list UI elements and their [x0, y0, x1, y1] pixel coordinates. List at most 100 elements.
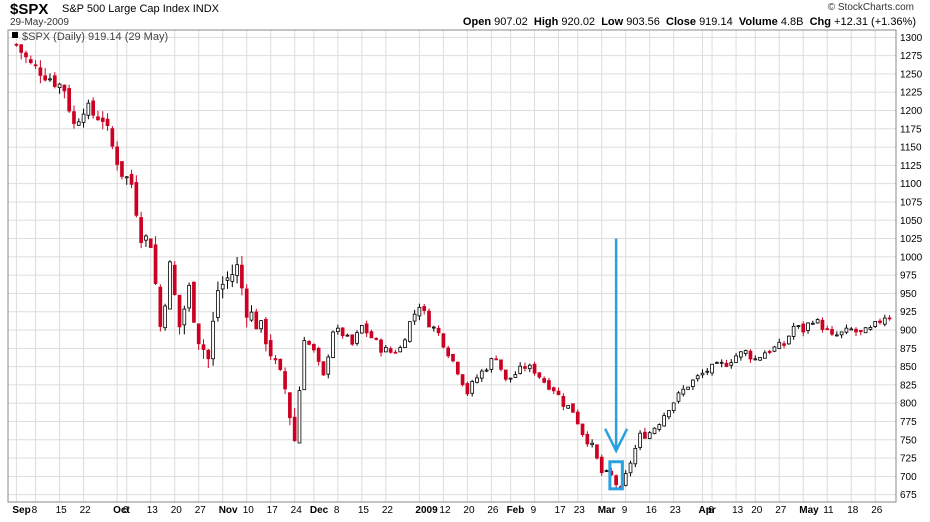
candle-body: [350, 334, 355, 345]
candle-body: [633, 448, 638, 465]
candle-body: [187, 284, 191, 309]
candle-body: [595, 444, 599, 459]
candle-body: [249, 311, 254, 321]
x-tick-label: 9: [531, 505, 537, 516]
candle-body: [830, 329, 834, 335]
candle-body: [206, 349, 211, 360]
candle-body: [422, 306, 427, 311]
y-tick-label: 1175: [900, 124, 922, 135]
candle-body: [182, 308, 187, 326]
y-tick-label: 1200: [900, 106, 923, 117]
candle-body: [657, 424, 662, 430]
candle-body: [868, 327, 873, 330]
x-tick-label: 27: [195, 505, 207, 516]
candle-body: [139, 217, 143, 243]
candle-body: [110, 128, 115, 147]
candle-body: [431, 326, 436, 329]
candle-body: [158, 286, 163, 327]
x-tick-label: 12: [439, 505, 451, 516]
candle-body: [417, 306, 422, 317]
candle-body: [647, 432, 652, 439]
candle-body: [796, 325, 801, 328]
y-tick-label: 700: [900, 472, 917, 483]
candle-body: [24, 52, 28, 58]
candles: [14, 43, 892, 489]
candle-body: [551, 387, 556, 392]
candle-body: [81, 113, 86, 123]
candle-body: [547, 380, 551, 390]
y-tick-label: 1225: [900, 88, 923, 99]
candle-body: [556, 390, 561, 396]
candle-body: [451, 353, 455, 362]
candle-body: [48, 78, 52, 81]
candle-body: [806, 322, 810, 331]
candle-body: [268, 340, 273, 357]
candle-body: [763, 352, 767, 359]
volume-label: Volume: [738, 16, 778, 28]
candle-body: [153, 244, 158, 284]
candle-body: [532, 363, 537, 374]
index-full-name: S&P 500 Large Cap Index: [62, 3, 190, 15]
candle-body: [614, 475, 618, 486]
x-tick-label: 16: [646, 505, 658, 516]
candle-body: [412, 313, 417, 322]
x-tick-label: 26: [871, 505, 883, 516]
candle-body: [38, 67, 43, 76]
candle-body: [537, 372, 542, 378]
candle-body: [57, 83, 62, 89]
candle-body: [441, 333, 446, 348]
candle-body: [767, 350, 772, 353]
candle-body: [652, 427, 657, 435]
x-tick-label: 8: [32, 505, 38, 516]
brand-label[interactable]: © StockCharts.com: [827, 2, 914, 13]
candle-body: [715, 362, 719, 364]
candle-body: [499, 359, 503, 370]
candle-body: [211, 320, 215, 360]
candle-body: [854, 328, 858, 333]
candle-body: [52, 75, 57, 87]
candle-body: [326, 356, 331, 375]
candle-body: [302, 340, 307, 391]
candle-body: [700, 372, 705, 376]
arrow-head: [604, 428, 629, 454]
quote-summary: Open 907.02 High 920.02 Low 903.56 Close…: [463, 16, 916, 28]
chg-value: +12.31 (+1.36%): [834, 16, 916, 28]
candle-body: [623, 473, 628, 486]
plot-frame: [7, 29, 897, 503]
candle-body: [321, 361, 326, 376]
candle-body: [513, 374, 518, 378]
x-tick-label: 15: [56, 505, 68, 516]
candle-body: [264, 318, 268, 345]
candle-body: [844, 327, 849, 333]
candle-body: [484, 369, 489, 372]
candle-body: [599, 456, 604, 474]
candle-body: [196, 323, 201, 345]
candle-body: [791, 325, 796, 337]
volume-value: 4.8B: [780, 16, 804, 28]
candle-body: [834, 334, 839, 337]
candle-body: [163, 305, 167, 329]
candle-body: [336, 327, 340, 332]
candle-body: [278, 358, 283, 370]
candle-body: [76, 121, 81, 126]
y-tick-label: 1050: [900, 216, 923, 227]
candle-body: [120, 161, 124, 177]
candle-body: [743, 350, 748, 354]
candle-body: [753, 358, 758, 361]
candle-body: [192, 281, 196, 323]
candle-body: [177, 294, 182, 328]
high-label: High: [533, 16, 559, 28]
candle-body: [86, 102, 91, 116]
candle-body: [383, 346, 388, 353]
y-tick-label: 1250: [900, 69, 923, 80]
y-tick-label: 900: [900, 326, 917, 337]
y-tick-label: 725: [900, 454, 917, 465]
candle-body: [628, 462, 633, 474]
candle-body: [604, 470, 609, 472]
x-tick-label: 9: [622, 505, 628, 516]
y-tick-label: 875: [900, 344, 917, 355]
candle-body: [134, 182, 139, 216]
chg-label: Chg: [809, 16, 831, 28]
legend: $SPX (Daily) 919.14 (29 May): [12, 31, 168, 43]
